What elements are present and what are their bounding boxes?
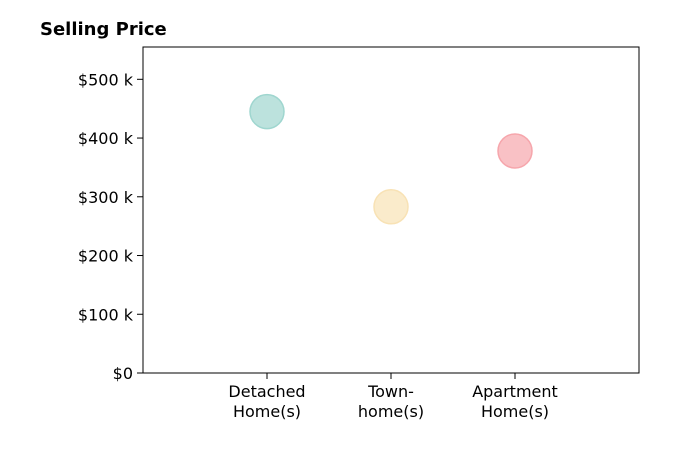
x-tick-label: Home(s) <box>481 402 549 421</box>
x-tick-label: Detached <box>228 382 305 401</box>
y-tick-label: $400 k <box>78 129 134 148</box>
y-tick-label: $100 k <box>78 305 134 324</box>
x-axis: DetachedHome(s)Town-home(s)ApartmentHome… <box>228 373 558 421</box>
y-axis: $0 $100 k $200 k $300 k $400 k $500 k <box>78 70 143 383</box>
data-point <box>497 133 533 169</box>
chart-title: Selling Price <box>40 19 167 40</box>
data-points <box>249 93 533 225</box>
x-tick-label: Home(s) <box>233 402 301 421</box>
x-tick-label: Town- <box>367 382 414 401</box>
x-tick-label: Apartment <box>472 382 558 401</box>
data-point <box>249 93 285 130</box>
y-tick-label: $500 k <box>78 70 134 89</box>
y-tick-label: $300 k <box>78 188 134 207</box>
y-tick-label: $200 k <box>78 247 134 266</box>
x-tick-label: home(s) <box>358 402 424 421</box>
data-point <box>373 189 409 225</box>
y-tick-label: $0 <box>113 364 133 383</box>
